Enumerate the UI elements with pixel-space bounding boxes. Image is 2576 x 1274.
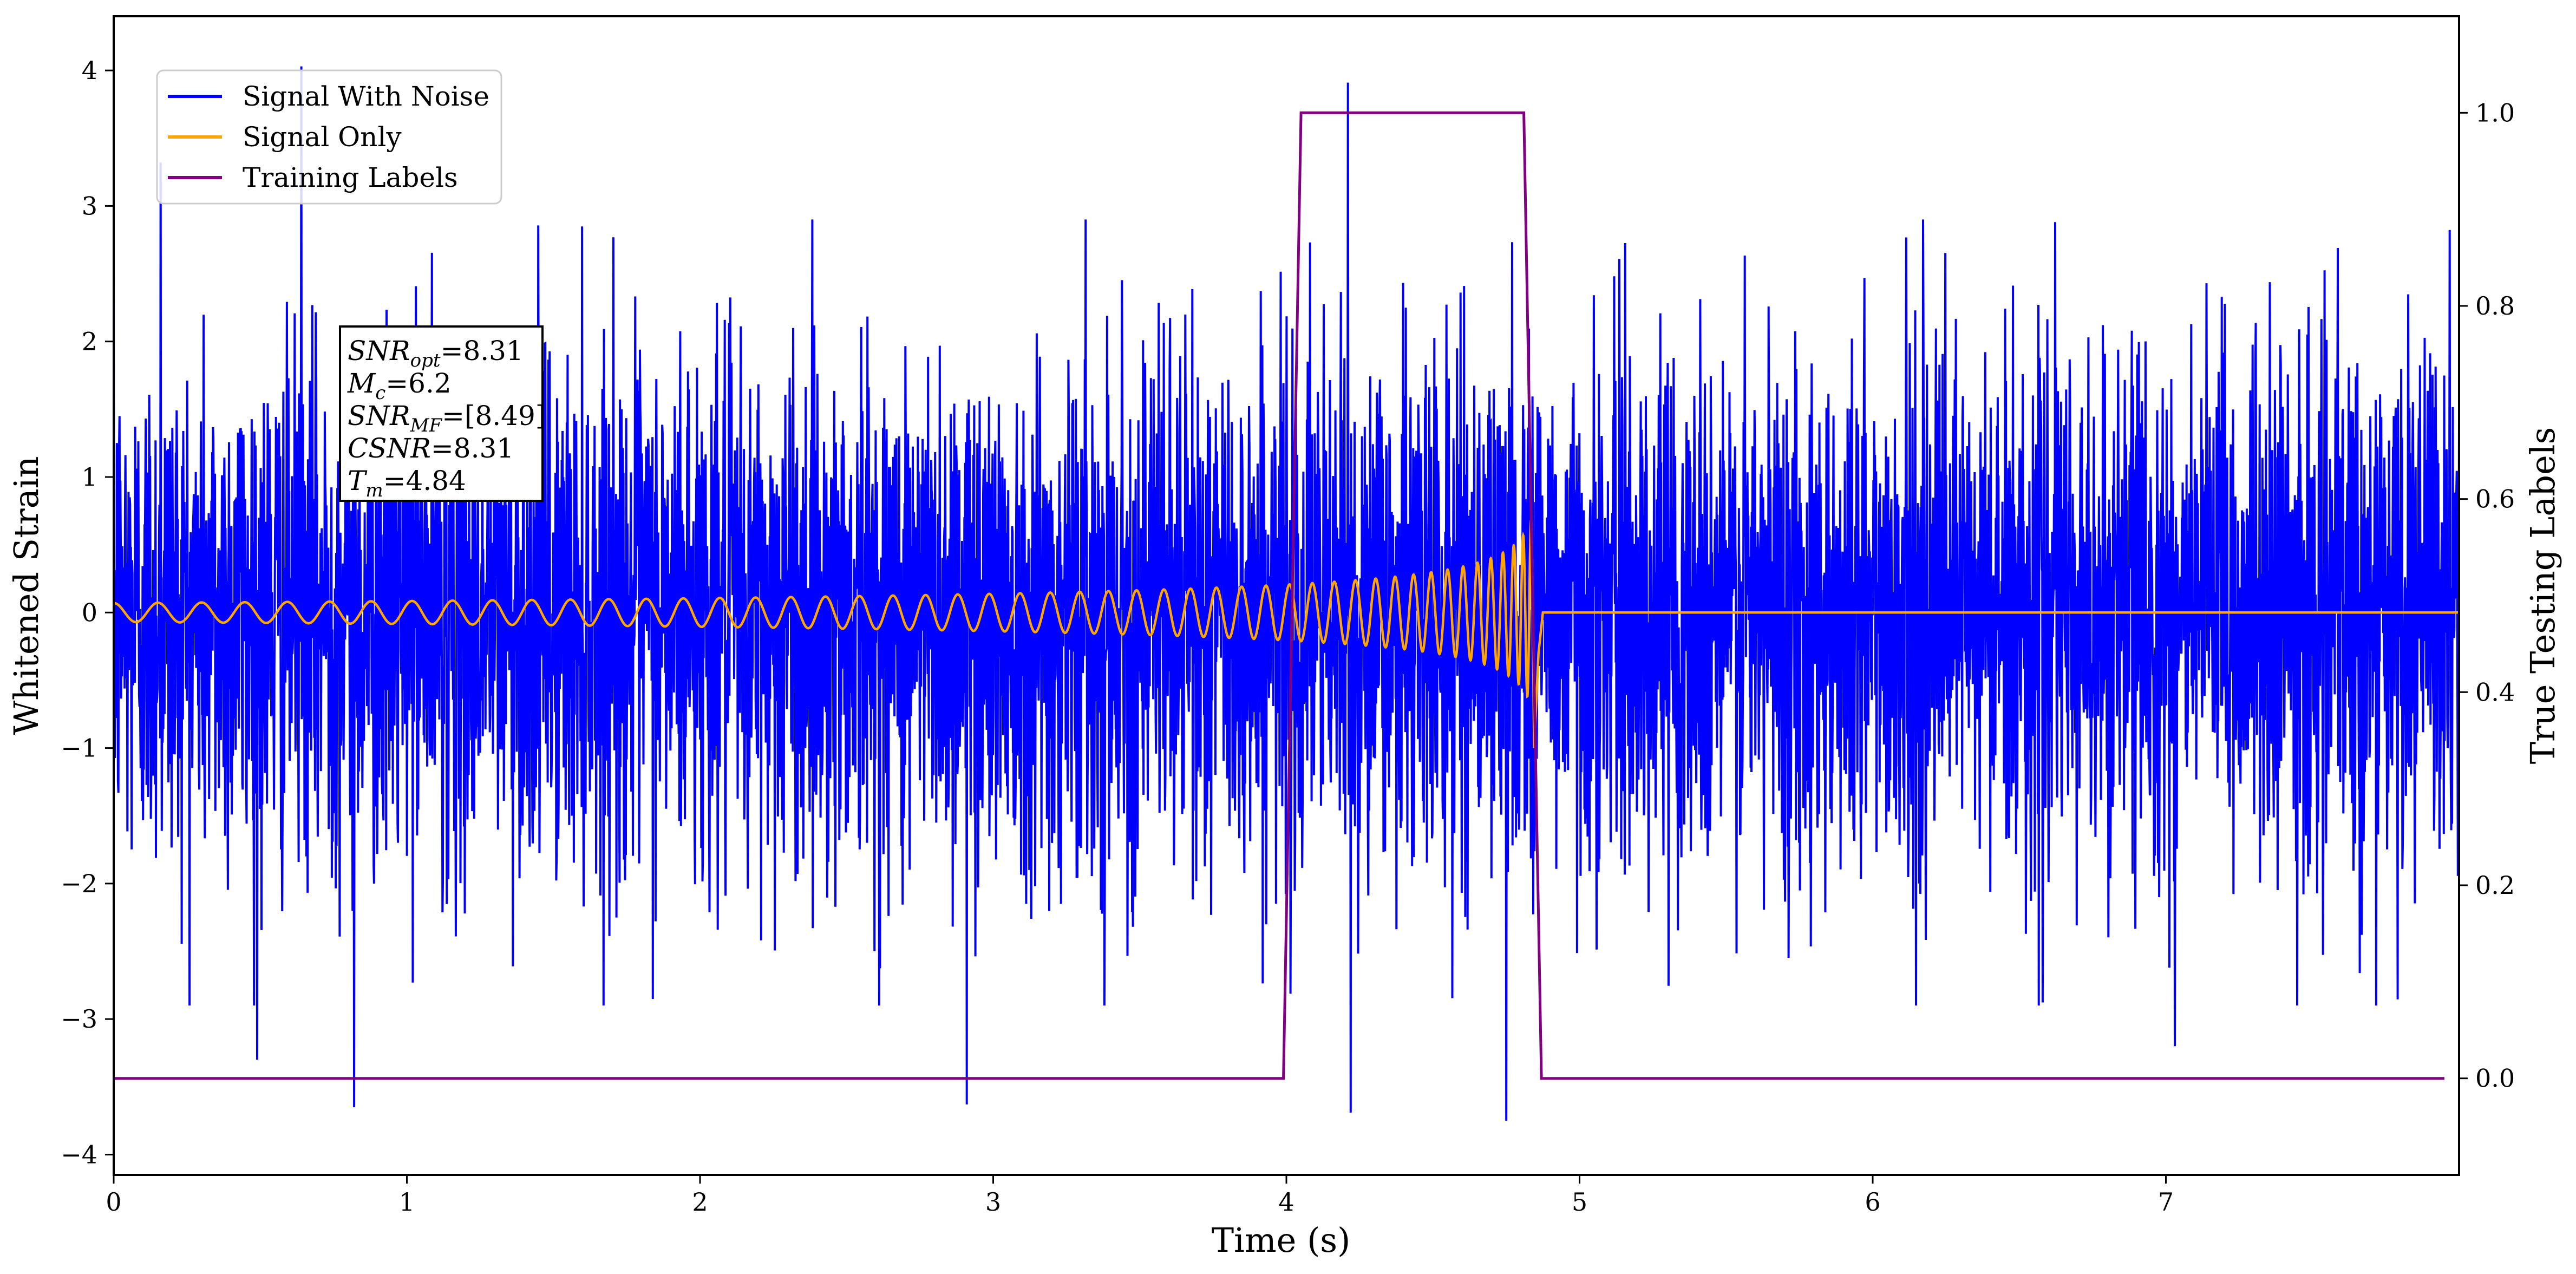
legend-entry: Signal Only (243, 121, 402, 153)
x-axis: 0 1 2 3 4 5 6 7 (106, 1175, 2174, 1217)
noise-line (114, 66, 2459, 1121)
legend-frame (156, 69, 502, 205)
y2-tick-label: 1.0 (2475, 98, 2515, 127)
y2-tick-label: 0.2 (2475, 871, 2515, 900)
labels-line (114, 111, 2444, 1080)
y-tick-label: 2 (82, 327, 97, 356)
y2-tick-label: 0.6 (2475, 485, 2515, 514)
x-tick-label: 6 (1865, 1187, 1880, 1217)
y-tick-label: −3 (61, 1004, 97, 1034)
y2-tick-label: 0.4 (2475, 677, 2515, 707)
y2-tick-label: 0.8 (2475, 291, 2515, 321)
x-tick-label: 3 (985, 1187, 1001, 1217)
y-tick-label: 0 (82, 598, 97, 627)
annotation-line: Mc=6.2 (347, 368, 452, 404)
x-tick-label: 4 (1278, 1187, 1294, 1217)
legend: Signal With Noise Signal Only Training Lab… (156, 69, 502, 205)
y-tick-label: −4 (61, 1140, 97, 1169)
y-axis-left: −4 −3 −2 −1 0 1 2 3 4 (61, 56, 114, 1169)
legend-entry: Signal With Noise (243, 81, 489, 112)
annotation-line: Tm=4.84 (348, 465, 466, 501)
y-axis-right: 0.0 0.2 0.4 0.6 0.8 1.0 (2459, 98, 2515, 1093)
y-tick-label: −2 (61, 869, 97, 898)
y-tick-label: −1 (61, 734, 97, 763)
series-training-labels (114, 111, 2444, 1080)
y-tick-label: 3 (82, 191, 97, 220)
legend-entry: Training Labels (243, 162, 458, 193)
series-signal-with-noise (114, 66, 2459, 1121)
x-tick-label: 5 (1572, 1187, 1587, 1217)
x-tick-label: 0 (106, 1187, 121, 1217)
x-tick-label: 7 (2158, 1187, 2174, 1217)
y2-axis-title: True Testing Labels (2523, 427, 2562, 765)
annotation-line: CSNR=8.31 (348, 433, 514, 464)
annotation-line: SNRopt=8.31 (348, 335, 524, 371)
annotation-line: SNRMF=[8.49] (348, 400, 546, 436)
x-axis-title: Time (s) (1212, 1220, 1351, 1260)
chirp-line (114, 519, 2459, 748)
y-axis-title: Whitened Strain (6, 456, 46, 735)
annotation-frame (339, 325, 544, 502)
y-tick-label: 4 (82, 56, 97, 85)
y2-tick-label: 0.0 (2475, 1064, 2515, 1093)
x-tick-label: 1 (399, 1187, 415, 1217)
series-signal-only (114, 519, 2459, 748)
y-tick-label: 1 (82, 462, 97, 492)
snr-annotation-box: SNRopt=8.31Mc=6.2SNRMF=[8.49]CSNR=8.31Tm… (339, 325, 546, 502)
x-tick-label: 2 (692, 1187, 708, 1217)
